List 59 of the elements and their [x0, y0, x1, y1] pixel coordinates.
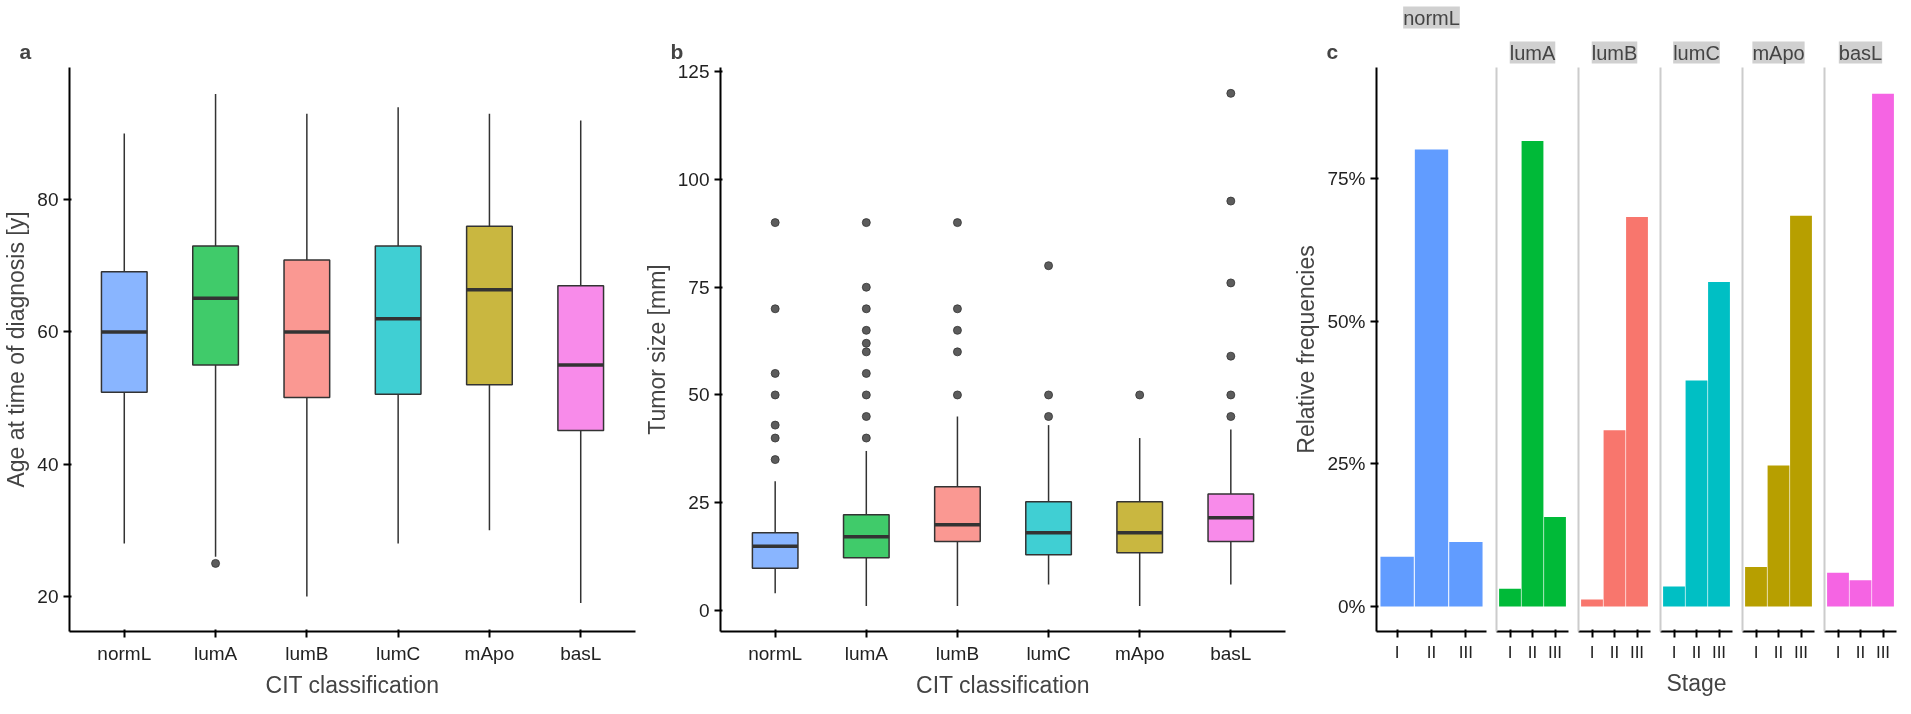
y-tick-label: 50% — [1327, 310, 1366, 332]
x-tick-label: normL — [748, 642, 803, 664]
x-tick-label: I — [1835, 642, 1841, 662]
x-tick-label: III — [1629, 642, 1645, 662]
y-tick-label: 20 — [37, 585, 59, 607]
x-tick-label: III — [1458, 642, 1473, 662]
y-tick-label: 125 — [677, 61, 710, 83]
x-tick-label: I — [1507, 642, 1513, 662]
y-tick-label: 0 — [698, 599, 710, 621]
x-tick-label: I — [1394, 642, 1400, 662]
x-tick-label: normL — [97, 642, 152, 664]
x-tick-label: mApo — [464, 642, 515, 664]
chart-title: b — [670, 39, 684, 63]
x-tick-label: basL — [1210, 642, 1252, 664]
x-tick-label: I — [1589, 642, 1595, 662]
x-tick-label: III — [1875, 642, 1891, 662]
x-tick-label: II — [1773, 642, 1784, 662]
x-tick-label: III — [1547, 642, 1563, 662]
x-tick-label: III — [1793, 642, 1809, 662]
y-tick-label: 50 — [688, 384, 710, 406]
x-axis-title: CIT classification — [916, 671, 1090, 698]
chart-subtitle: normL — [1403, 6, 1460, 29]
x-tick-label: basL — [560, 642, 602, 664]
x-tick-label: III — [1711, 642, 1727, 662]
chart-subtitle: lumA — [1509, 41, 1556, 64]
x-tick-label: II — [1855, 642, 1866, 662]
x-tick-label: II — [1691, 642, 1702, 662]
y-tick-label: 75% — [1327, 168, 1366, 190]
x-tick-label: lumB — [285, 642, 329, 664]
x-tick-label: mApo — [1114, 642, 1165, 664]
y-tick-label: 60 — [37, 321, 59, 343]
x-tick-label: lumB — [935, 642, 980, 664]
x-tick-label: lumC — [375, 642, 421, 664]
x-tick-label: II — [1527, 642, 1538, 662]
y-tick-label: 0% — [1338, 595, 1366, 617]
chart-title: c — [1326, 39, 1339, 63]
x-axis-title: Stage — [1666, 669, 1727, 696]
chart-subtitle: lumB — [1591, 41, 1638, 64]
x-axis-title: CIT classification — [265, 671, 440, 698]
y-tick-label: 40 — [37, 453, 59, 475]
chart-subtitle: lumC — [1673, 41, 1720, 64]
y-tick-label: 75 — [688, 276, 710, 298]
chart-title: a — [19, 39, 32, 63]
x-tick-label: lumA — [193, 642, 238, 664]
x-tick-label: II — [1609, 642, 1620, 662]
x-tick-label: I — [1753, 642, 1759, 662]
y-tick-label: 25 — [688, 492, 710, 514]
x-tick-label: I — [1671, 642, 1677, 662]
y-axis-title: Relative frequencies — [1293, 245, 1320, 454]
y-axis-title: Age at time of diagnosis [y] — [3, 211, 30, 488]
chart-subtitle: basL — [1838, 41, 1883, 64]
y-tick-label: 100 — [677, 169, 710, 191]
y-axis-title: Tumor size [mm] — [643, 264, 670, 435]
x-tick-label: lumC — [1026, 642, 1071, 664]
y-tick-label: 80 — [37, 189, 59, 211]
x-tick-label: II — [1426, 642, 1437, 662]
chart-subtitle: mApo — [1752, 41, 1805, 64]
x-tick-label: lumA — [844, 642, 889, 664]
y-tick-label: 25% — [1327, 453, 1366, 475]
